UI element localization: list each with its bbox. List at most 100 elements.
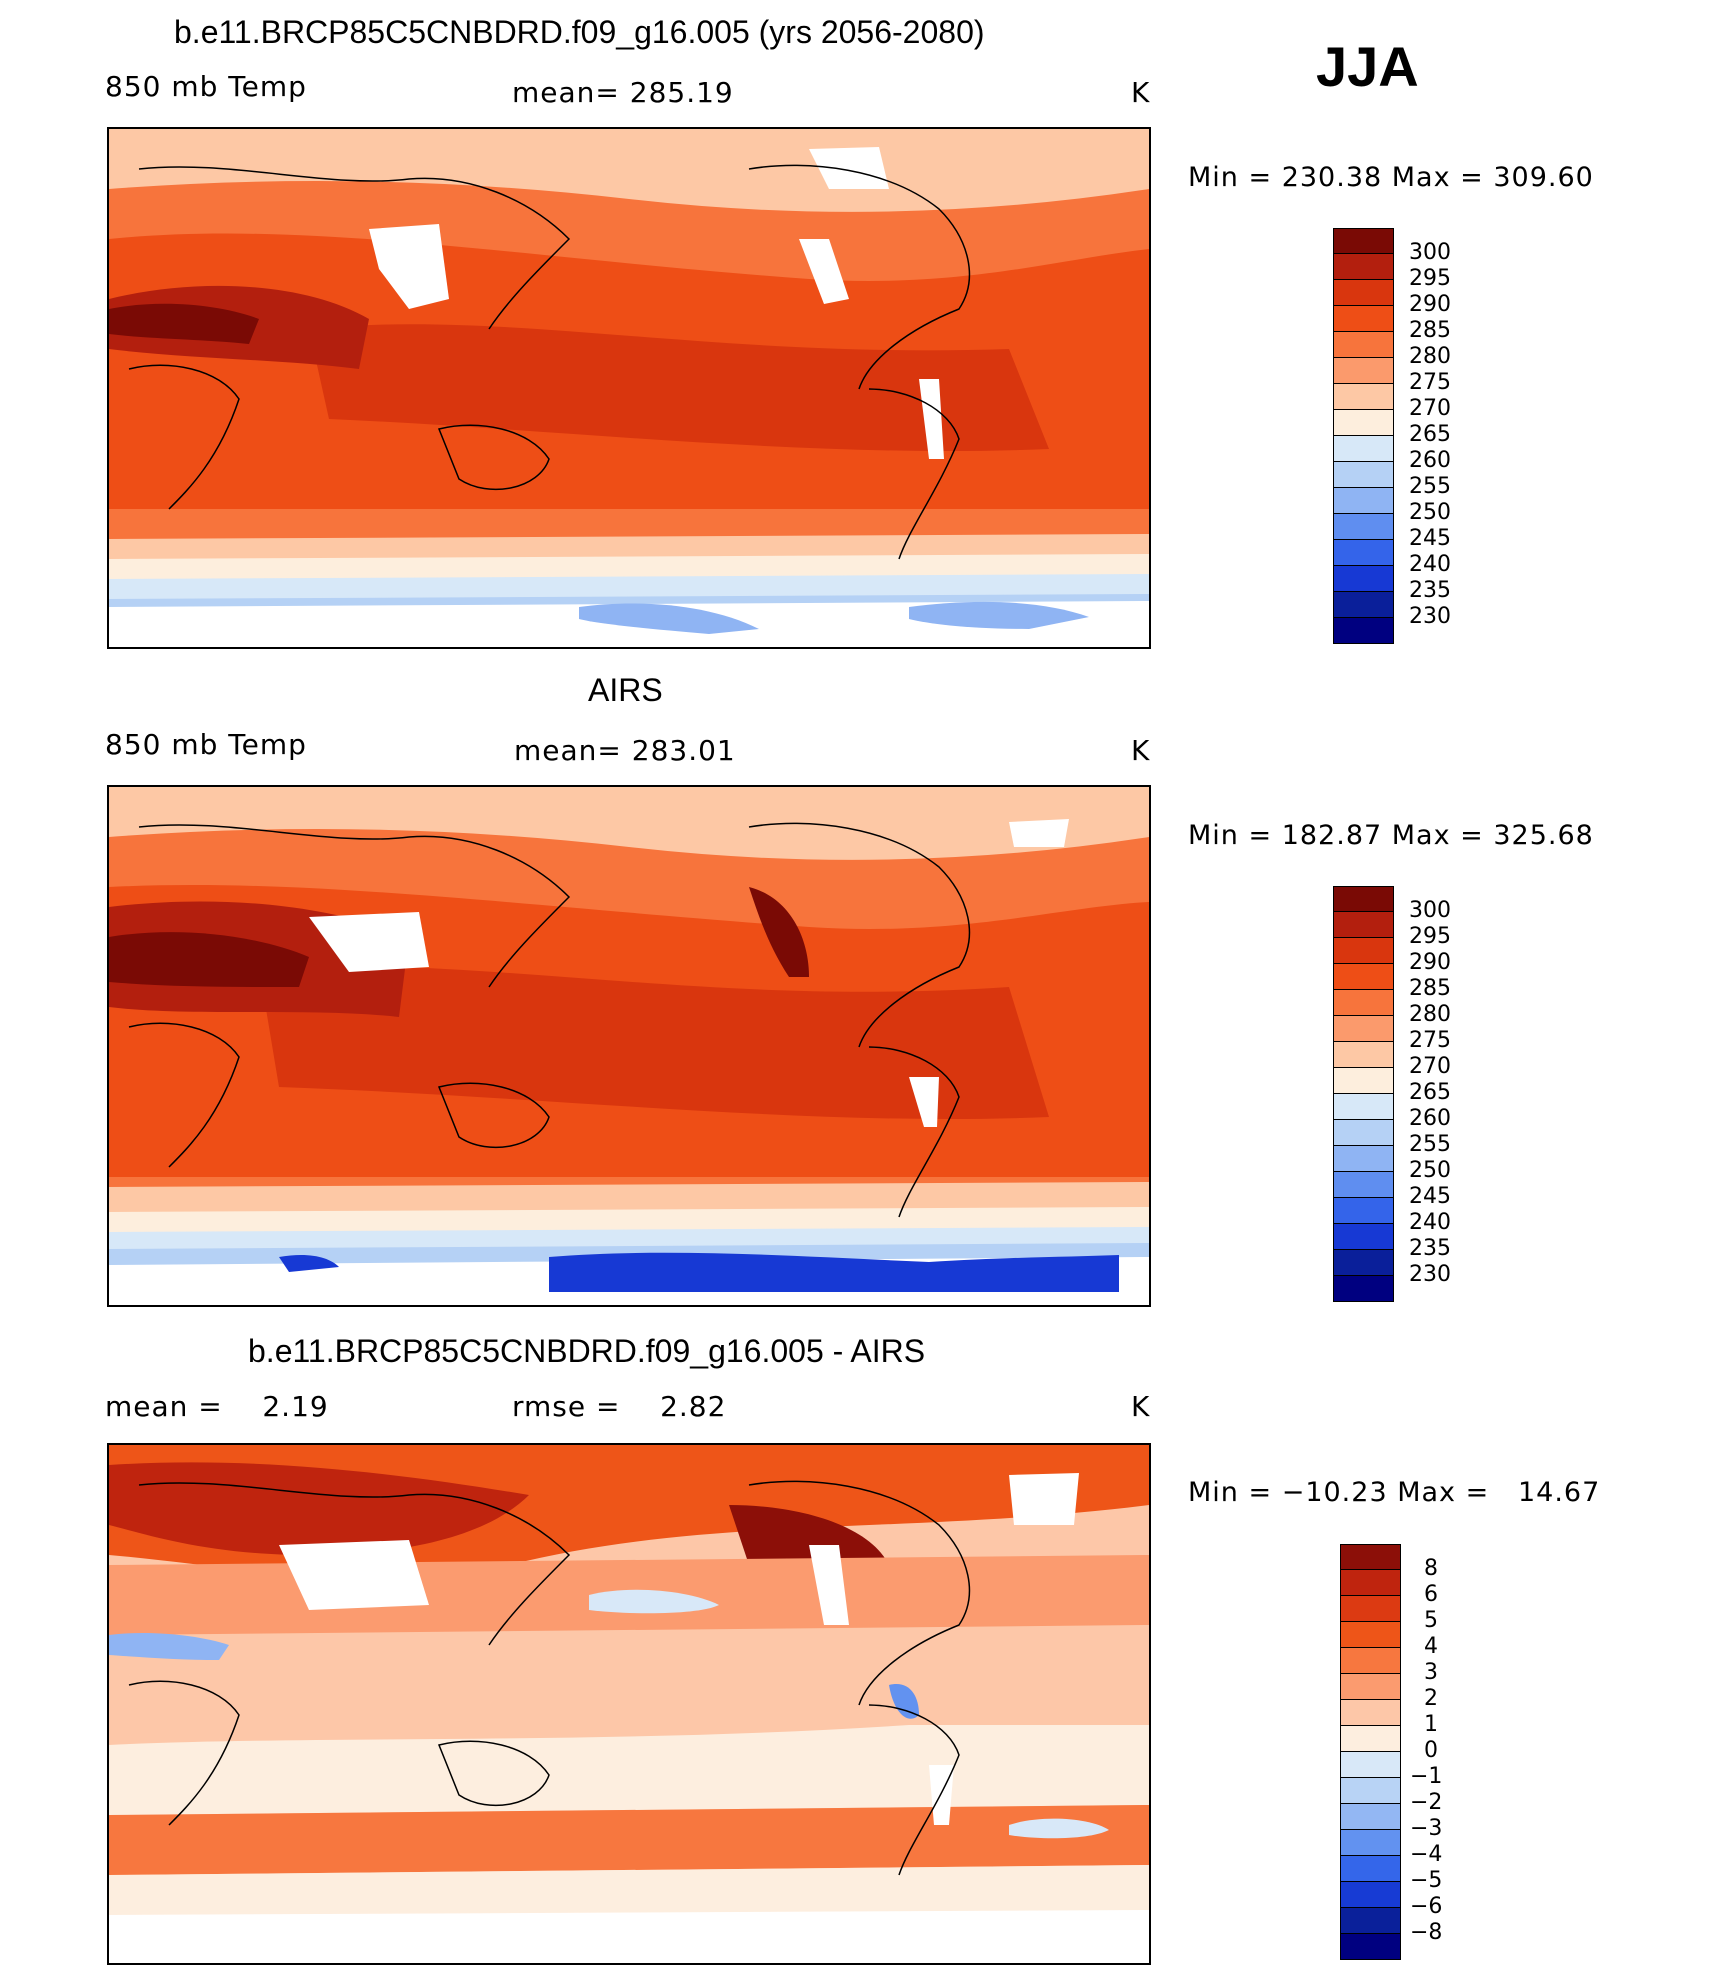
cbar1-label: 235 bbox=[1409, 578, 1451, 603]
panel-1-variable: 850 mb Temp bbox=[105, 70, 307, 103]
cbar3-swatch bbox=[1340, 1778, 1401, 1804]
cbar3-label: 5 bbox=[1424, 1608, 1438, 1633]
cbar2-label: 290 bbox=[1409, 950, 1451, 975]
cbar3-label: 6 bbox=[1424, 1582, 1438, 1607]
cbar3-swatch bbox=[1340, 1908, 1401, 1934]
cbar2-swatch bbox=[1333, 1250, 1394, 1276]
cbar3-label: −6 bbox=[1410, 1894, 1443, 1919]
panel-3-map bbox=[107, 1443, 1151, 1965]
cbar2-label: 230 bbox=[1409, 1262, 1451, 1287]
cbar1-label: 230 bbox=[1409, 604, 1451, 629]
panel-1-units: K bbox=[1131, 76, 1151, 109]
cbar1-label: 245 bbox=[1409, 526, 1451, 551]
season-label: JJA bbox=[1316, 35, 1419, 98]
cbar1-swatch bbox=[1333, 384, 1394, 410]
cbar2-label: 235 bbox=[1409, 1236, 1451, 1261]
cbar3-swatch bbox=[1340, 1544, 1401, 1570]
panel-1-mean: mean= 285.19 bbox=[512, 76, 734, 109]
cbar3-label: −1 bbox=[1410, 1764, 1443, 1789]
panel-2-title: AIRS bbox=[588, 672, 663, 708]
cbar3-swatch bbox=[1340, 1856, 1401, 1882]
cbar2-swatch bbox=[1333, 938, 1394, 964]
cbar1-swatch bbox=[1333, 306, 1394, 332]
cbar3-swatch bbox=[1340, 1804, 1401, 1830]
cbar3-swatch bbox=[1340, 1570, 1401, 1596]
cbar1-label: 290 bbox=[1409, 292, 1451, 317]
cbar1-label: 275 bbox=[1409, 370, 1451, 395]
cbar1-label: 250 bbox=[1409, 500, 1451, 525]
panel-1-map bbox=[107, 127, 1151, 649]
cbar1-swatch bbox=[1333, 462, 1394, 488]
cbar3-swatch bbox=[1340, 1882, 1401, 1908]
cbar3-swatch bbox=[1340, 1596, 1401, 1622]
cbar3-label: −2 bbox=[1410, 1790, 1443, 1815]
panel-2-minmax: Min = 182.87 Max = 325.68 bbox=[1188, 820, 1594, 851]
cbar1-label: 255 bbox=[1409, 474, 1451, 499]
cbar3-label: −4 bbox=[1410, 1842, 1443, 1867]
cbar3-label: 3 bbox=[1424, 1660, 1438, 1685]
cbar3-swatch bbox=[1340, 1674, 1401, 1700]
panel-3-title: b.e11.BRCP85C5CNBDRD.f09_g16.005 - AIRS bbox=[248, 1333, 926, 1369]
cbar2-label: 265 bbox=[1409, 1080, 1451, 1105]
cbar3-label: 8 bbox=[1424, 1556, 1438, 1581]
cbar3-label: 0 bbox=[1424, 1738, 1438, 1763]
cbar3-swatch bbox=[1340, 1648, 1401, 1674]
cbar1-label: 240 bbox=[1409, 552, 1451, 577]
cbar3-swatch bbox=[1340, 1726, 1401, 1752]
cbar1-label: 265 bbox=[1409, 422, 1451, 447]
panel-2-field bbox=[109, 787, 1149, 1305]
cbar1-swatch bbox=[1333, 488, 1394, 514]
panel-3-mean: mean = 2.19 bbox=[105, 1390, 329, 1423]
panel-3-rmse: rmse = 2.82 bbox=[512, 1390, 727, 1423]
cbar2-label: 295 bbox=[1409, 924, 1451, 949]
cbar2-label: 270 bbox=[1409, 1054, 1451, 1079]
panel-2-mean: mean= 283.01 bbox=[514, 734, 736, 767]
cbar1-swatch bbox=[1333, 228, 1394, 254]
cbar2-label: 300 bbox=[1409, 898, 1451, 923]
cbar3-label: −5 bbox=[1410, 1868, 1443, 1893]
cbar2-swatch bbox=[1333, 1042, 1394, 1068]
cbar2-label: 285 bbox=[1409, 976, 1451, 1001]
cbar2-swatch bbox=[1333, 1146, 1394, 1172]
cbar2-label: 275 bbox=[1409, 1028, 1451, 1053]
cbar2-swatch bbox=[1333, 1198, 1394, 1224]
cbar3-label: 2 bbox=[1424, 1686, 1438, 1711]
cbar1-swatch bbox=[1333, 410, 1394, 436]
panel-1-title: b.e11.BRCP85C5CNBDRD.f09_g16.005 (yrs 20… bbox=[174, 14, 985, 50]
cbar3-label: −3 bbox=[1410, 1816, 1443, 1841]
cbar3-swatch bbox=[1340, 1934, 1401, 1960]
cbar2-swatch bbox=[1333, 1068, 1394, 1094]
cbar1-label: 300 bbox=[1409, 240, 1451, 265]
panel-3-field bbox=[109, 1445, 1149, 1963]
cbar2-label: 245 bbox=[1409, 1184, 1451, 1209]
cbar3-swatch bbox=[1340, 1700, 1401, 1726]
panel-1-field bbox=[109, 129, 1149, 647]
cbar1-swatch bbox=[1333, 514, 1394, 540]
cbar2-swatch bbox=[1333, 1016, 1394, 1042]
panel-2-map bbox=[107, 785, 1151, 1307]
panel-1-minmax: Min = 230.38 Max = 309.60 bbox=[1188, 162, 1594, 193]
cbar1-label: 295 bbox=[1409, 266, 1451, 291]
cbar3-swatch bbox=[1340, 1622, 1401, 1648]
cbar1-label: 285 bbox=[1409, 318, 1451, 343]
cbar1-swatch bbox=[1333, 358, 1394, 384]
cbar2-swatch bbox=[1333, 990, 1394, 1016]
cbar1-swatch bbox=[1333, 332, 1394, 358]
cbar2-swatch bbox=[1333, 1276, 1394, 1302]
cbar3-label: −8 bbox=[1410, 1920, 1443, 1945]
cbar1-swatch bbox=[1333, 592, 1394, 618]
cbar3-swatch bbox=[1340, 1752, 1401, 1778]
cbar2-label: 255 bbox=[1409, 1132, 1451, 1157]
cbar2-swatch bbox=[1333, 886, 1394, 912]
cbar3-label: 1 bbox=[1424, 1712, 1438, 1737]
cbar3-swatch bbox=[1340, 1830, 1401, 1856]
cbar2-swatch bbox=[1333, 1224, 1394, 1250]
panel-2-units: K bbox=[1131, 734, 1151, 767]
cbar2-swatch bbox=[1333, 964, 1394, 990]
panel-2-variable: 850 mb Temp bbox=[105, 728, 307, 761]
cbar2-label: 280 bbox=[1409, 1002, 1451, 1027]
cbar1-swatch bbox=[1333, 436, 1394, 462]
cbar2-swatch bbox=[1333, 1120, 1394, 1146]
cbar2-label: 260 bbox=[1409, 1106, 1451, 1131]
cbar1-label: 280 bbox=[1409, 344, 1451, 369]
